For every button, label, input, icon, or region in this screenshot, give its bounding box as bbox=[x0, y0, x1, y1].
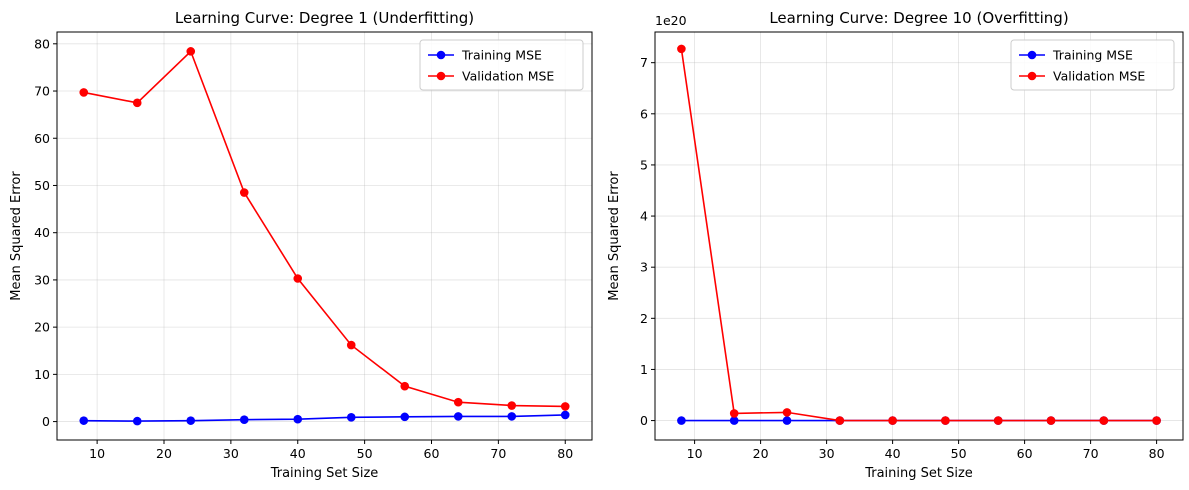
legend-label: Training MSE bbox=[461, 48, 542, 63]
y-tick-label: 1 bbox=[640, 362, 648, 377]
x-tick-label: 30 bbox=[819, 446, 835, 461]
data-point bbox=[186, 416, 196, 425]
legend-marker bbox=[436, 50, 446, 60]
y-tick-label: 30 bbox=[34, 272, 50, 287]
subplot-2: 10 20 30 40 50 60 70 80 0 1 2 3 4 5 6 7 Learning Curve: … bbox=[607, 9, 1184, 481]
data-point bbox=[507, 412, 517, 421]
x-axis-label: Training Set Size bbox=[864, 466, 973, 481]
legend-label: Validation MSE bbox=[462, 69, 554, 84]
legend-marker bbox=[436, 71, 446, 81]
data-point bbox=[239, 188, 249, 197]
legend: Training MSE Validation MSE bbox=[419, 39, 584, 91]
chart-title: Learning Curve: Degree 10 (Overfitting) bbox=[769, 9, 1068, 27]
data-point bbox=[79, 88, 89, 97]
series-line-1 bbox=[680, 48, 1157, 422]
data-point bbox=[1046, 416, 1056, 425]
axes-frame bbox=[56, 31, 593, 441]
subplot-1: 10 20 30 40 50 60 70 80 0 10 20 30 40 50 60 70 80 Learnin… bbox=[9, 9, 593, 481]
data-point bbox=[888, 416, 897, 425]
data-point bbox=[346, 413, 356, 422]
x-tick-label: 40 bbox=[885, 446, 901, 461]
data-point bbox=[782, 416, 792, 425]
y-tick-label: 7 bbox=[640, 55, 648, 70]
y-tick-label: 50 bbox=[34, 178, 50, 193]
data-point bbox=[560, 402, 570, 411]
legend-box bbox=[419, 39, 584, 91]
y-axis-label: Mean Squared Error bbox=[9, 171, 24, 301]
series-line-1 bbox=[83, 49, 566, 408]
y-tick-label: 0 bbox=[42, 414, 50, 429]
y-tick-label: 20 bbox=[34, 320, 50, 335]
series-line-0 bbox=[83, 414, 566, 422]
data-point bbox=[293, 274, 303, 283]
y-tick-label: 6 bbox=[640, 106, 648, 121]
x-tick-label: 20 bbox=[156, 446, 172, 461]
x-tick-label: 10 bbox=[687, 446, 703, 461]
y-tick-label: 2 bbox=[640, 311, 648, 326]
data-point bbox=[346, 340, 356, 350]
data-point bbox=[1152, 416, 1161, 425]
y-tick-label: 4 bbox=[640, 209, 648, 224]
y-tick-label: 40 bbox=[34, 225, 50, 240]
y-axis-label: Mean Squared Error bbox=[607, 171, 622, 301]
legend-box bbox=[1010, 39, 1175, 91]
data-point bbox=[79, 416, 89, 425]
x-tick-label: 50 bbox=[951, 446, 967, 461]
data-point bbox=[560, 410, 570, 420]
data-point bbox=[400, 412, 410, 422]
y-tick-label: 3 bbox=[640, 260, 648, 275]
y-tick-label: 60 bbox=[34, 131, 50, 146]
legend-label: Training MSE bbox=[1052, 48, 1133, 63]
data-point bbox=[835, 416, 845, 425]
x-tick-label: 40 bbox=[290, 446, 306, 461]
axis-offset-text: 1e20 bbox=[655, 13, 687, 28]
x-tick-label: 10 bbox=[89, 446, 105, 461]
x-tick-label: 60 bbox=[424, 446, 440, 461]
data-point bbox=[186, 47, 196, 56]
x-tick-label: 70 bbox=[490, 446, 506, 461]
data-point bbox=[507, 401, 517, 410]
x-axis-label: Training Set Size bbox=[270, 466, 379, 481]
x-tick-label: 30 bbox=[223, 446, 239, 461]
legend-label: Validation MSE bbox=[1053, 69, 1145, 84]
data-point bbox=[1099, 416, 1109, 425]
data-point bbox=[132, 98, 142, 108]
axes-frame bbox=[654, 31, 1184, 441]
x-tick-label: 50 bbox=[357, 446, 373, 461]
data-point bbox=[293, 414, 303, 424]
data-point bbox=[453, 412, 463, 421]
y-tick-label: 80 bbox=[34, 36, 50, 51]
y-tick-label: 70 bbox=[34, 84, 50, 99]
y-tick-label: 0 bbox=[640, 413, 648, 428]
data-point bbox=[782, 408, 792, 417]
x-tick-label: 60 bbox=[1017, 446, 1033, 461]
y-tick-label: 10 bbox=[34, 367, 50, 382]
x-tick-label: 80 bbox=[557, 446, 573, 461]
x-tick-label: 80 bbox=[1149, 446, 1165, 461]
data-point bbox=[677, 416, 686, 425]
legend-marker bbox=[1027, 50, 1037, 60]
chart-title: Learning Curve: Degree 1 (Underfitting) bbox=[175, 9, 474, 27]
data-point bbox=[677, 44, 686, 54]
y-tick-label: 5 bbox=[640, 157, 648, 172]
data-point bbox=[400, 381, 410, 391]
data-point bbox=[132, 416, 142, 426]
legend-marker bbox=[1027, 71, 1037, 81]
data-point bbox=[941, 416, 950, 425]
x-tick-label: 20 bbox=[753, 446, 769, 461]
data-point bbox=[239, 415, 249, 424]
data-point bbox=[729, 416, 739, 425]
data-point bbox=[729, 409, 739, 418]
legend: Training MSE Validation MSE bbox=[1010, 39, 1175, 91]
x-tick-label: 70 bbox=[1083, 446, 1099, 461]
data-point bbox=[993, 416, 1003, 425]
data-point bbox=[453, 397, 463, 407]
